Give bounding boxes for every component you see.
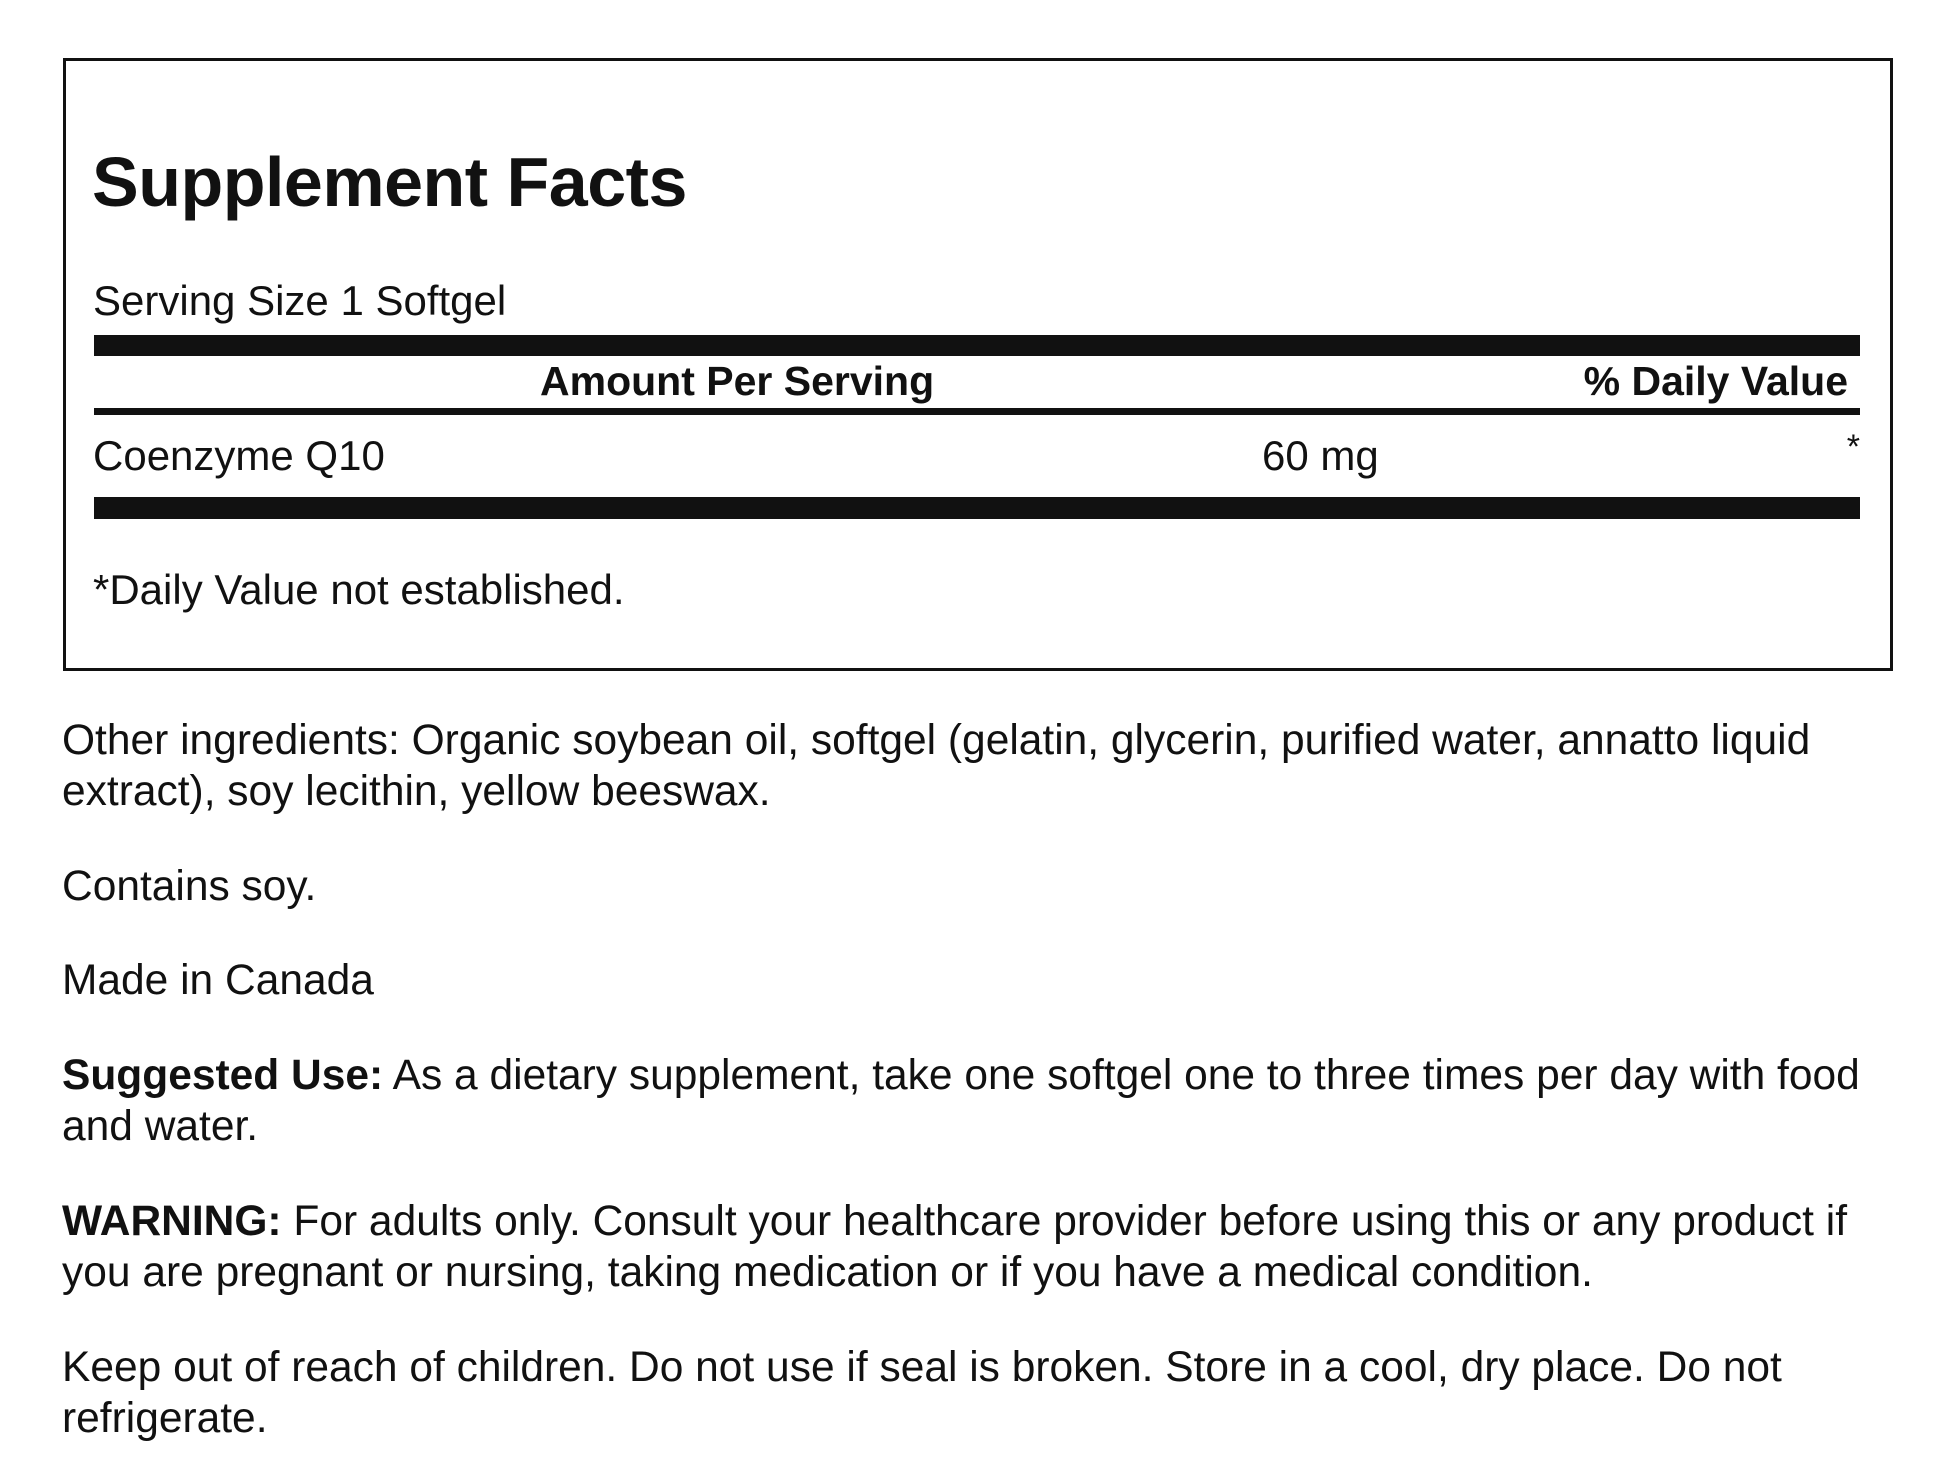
allergen-statement: Contains soy. [62,863,317,910]
serving-size: Serving Size 1 Softgel [93,277,507,324]
supplement-facts-panel [63,58,1893,671]
panel-title: Supplement Facts [92,143,687,221]
amount-per-serving-header: Amount Per Serving [540,358,935,404]
nutrient-daily-value: * [1846,428,1860,466]
storage-instructions: Keep out of reach of children. Do not us… [62,1344,1782,1442]
suggested-use-text: As a dietary supplement, take one softge… [62,1052,1860,1150]
nutrient-name: Coenzyme Q10 [93,432,385,479]
thin-divider [94,408,1860,415]
other-ingredients: Other ingredients: Organic soybean oil, … [62,717,1811,815]
warning: WARNING: For adults only. Consult your h… [62,1196,1892,1298]
country-of-origin: Made in Canada [62,957,374,1004]
daily-value-footnote: *Daily Value not established. [93,566,625,613]
warning-text: For adults only. Consult your healthcare… [62,1198,1848,1296]
daily-value-header: % Daily Value [1583,358,1848,404]
warning-label: WARNING: [62,1198,282,1245]
thick-divider [94,497,1860,519]
suggested-use-label: Suggested Use: [62,1052,384,1099]
thick-divider [94,335,1860,356]
suggested-use: Suggested Use: As a dietary supplement, … [62,1050,1892,1152]
nutrient-amount: 60 mg [1262,432,1379,479]
